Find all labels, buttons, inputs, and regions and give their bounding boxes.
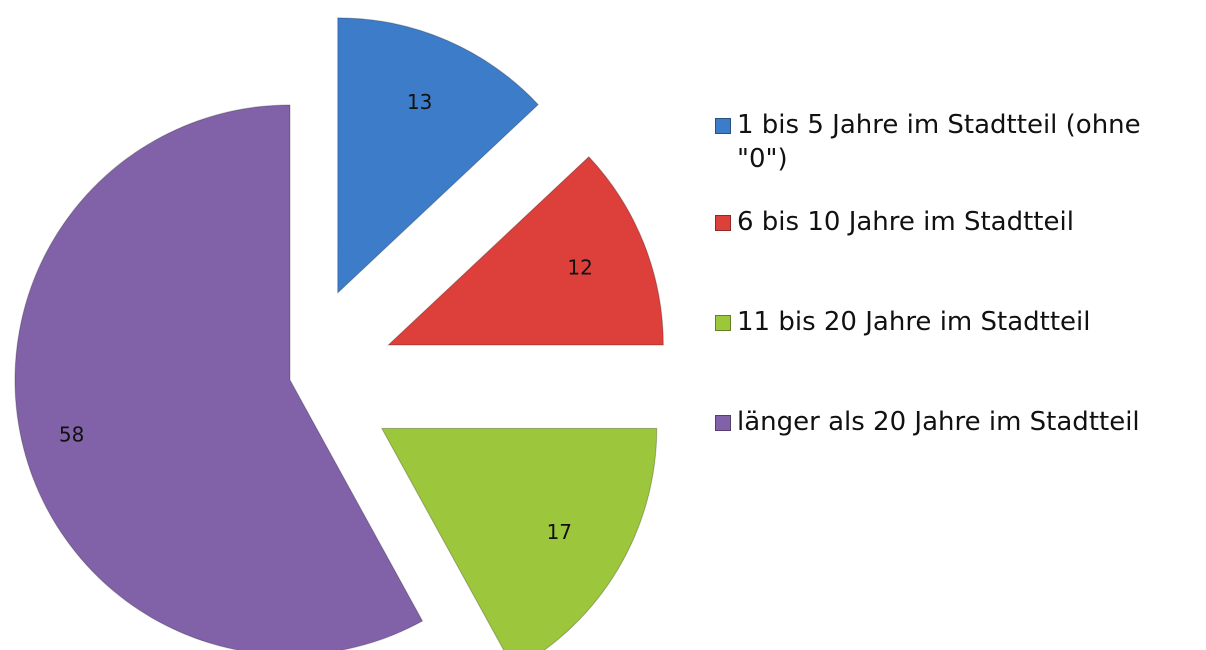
legend-swatch [715, 118, 731, 134]
pie-slice [380, 427, 658, 650]
data-label: 12 [567, 256, 592, 280]
data-label: 58 [59, 423, 84, 447]
legend-swatch [715, 315, 731, 331]
legend-item: 6 bis 10 Jahre im Stadtteil [715, 205, 1190, 239]
pie-slice [387, 156, 664, 346]
pie-slice [14, 104, 424, 650]
legend-item: 11 bis 20 Jahre im Stadtteil [715, 305, 1190, 339]
pie-slice [337, 17, 539, 294]
chart: 13 12 17 58 [14, 17, 664, 650]
legend-swatch [715, 215, 731, 231]
legend-label: 6 bis 10 Jahre im Stadtteil [737, 207, 1074, 237]
legend-item: 1 bis 5 Jahre im Stadtteil (ohne "0") [715, 108, 1190, 176]
legend-label: 11 bis 20 Jahre im Stadtteil [737, 307, 1091, 337]
data-label: 17 [547, 520, 572, 544]
legend-label: 1 bis 5 Jahre im Stadtteil (ohne "0") [737, 110, 1141, 174]
legend-swatch [715, 415, 731, 431]
data-label: 13 [407, 90, 432, 114]
legend-item: länger als 20 Jahre im Stadtteil [715, 405, 1190, 439]
legend-label: länger als 20 Jahre im Stadtteil [737, 407, 1140, 437]
